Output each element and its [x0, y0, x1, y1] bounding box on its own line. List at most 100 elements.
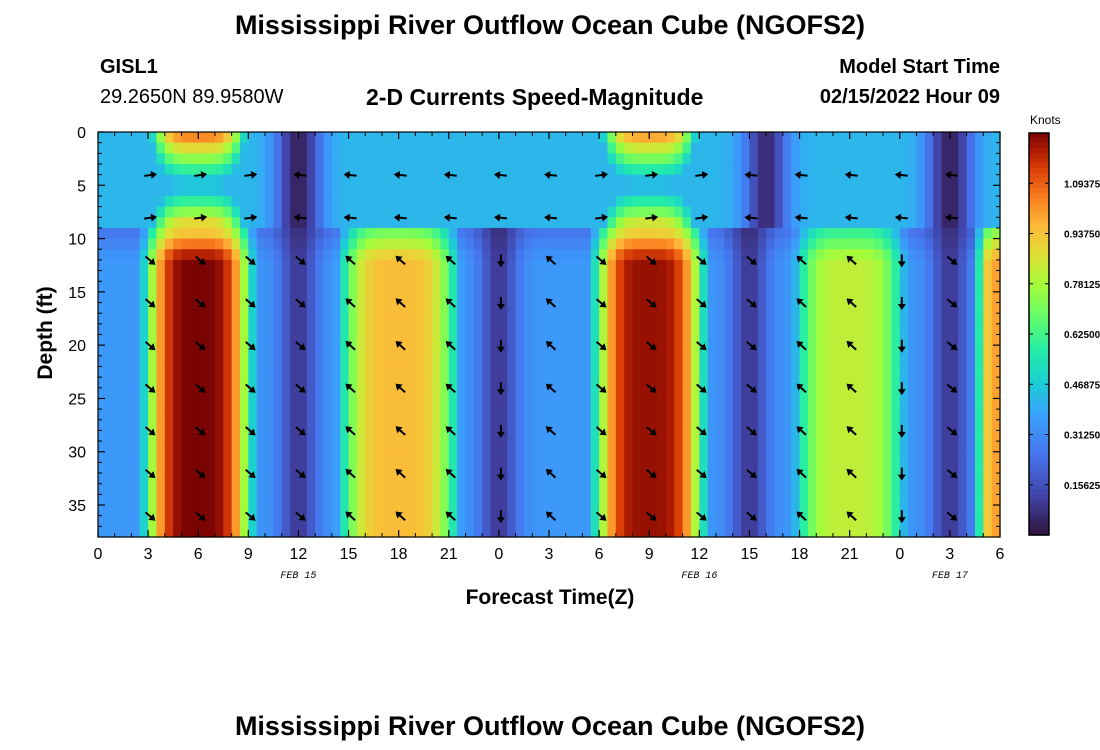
heatmap-cell [774, 281, 784, 293]
heatmap-cell [123, 185, 133, 197]
heatmap-cell [682, 206, 692, 218]
heatmap-cell [549, 355, 558, 368]
heatmap-cell [599, 227, 609, 240]
heatmap-cell [290, 185, 300, 197]
current-vector-arrow [144, 511, 156, 521]
heatmap-cell [991, 217, 1001, 229]
heatmap-cell [465, 515, 475, 527]
x-tick-label: 9 [244, 546, 253, 563]
heatmap-cell [281, 334, 291, 346]
heatmap-cell [665, 462, 675, 474]
heatmap-cell [582, 302, 592, 314]
heatmap-cell [540, 462, 550, 474]
heatmap-cell [231, 419, 241, 432]
heatmap-cell [298, 132, 308, 144]
heatmap-cell [131, 206, 141, 218]
heatmap-cell [448, 430, 458, 442]
colorbar-tick-label: 1.09375 [1064, 179, 1100, 190]
heatmap-cell [123, 334, 133, 346]
heatmap-cell [181, 227, 191, 240]
heatmap-cell [657, 153, 667, 165]
heatmap-cell [741, 473, 751, 485]
heatmap-cell [941, 526, 951, 538]
heatmap-cell [507, 153, 517, 165]
heatmap-cell [223, 302, 233, 314]
heatmap-cell [532, 217, 542, 229]
heatmap-cell [590, 366, 600, 378]
heatmap-cell [941, 195, 951, 208]
heatmap-cell [373, 238, 383, 250]
heatmap-cell [899, 313, 909, 325]
heatmap-cell [590, 419, 600, 432]
heatmap-cell [398, 302, 408, 314]
colorbar-cell [1029, 258, 1049, 265]
heatmap-cell [732, 238, 742, 250]
heatmap-cell [540, 206, 550, 218]
heatmap-cell [574, 505, 584, 517]
heatmap-cell [649, 526, 659, 538]
heatmap-cell [490, 302, 500, 314]
heatmap-cell [356, 132, 366, 144]
heatmap-cell [415, 430, 425, 442]
heatmap-cell [832, 270, 842, 282]
heatmap-cell [473, 270, 483, 282]
heatmap-cell [148, 515, 158, 527]
y-tick-label: 20 [68, 338, 86, 355]
heatmap-cell [473, 355, 483, 368]
heatmap-cell [448, 185, 458, 197]
heatmap-cell [290, 195, 300, 208]
heatmap-cell [139, 526, 149, 538]
heatmap-cell [198, 281, 208, 293]
heatmap-cell [281, 430, 291, 442]
heatmap-cell [941, 302, 951, 314]
heatmap-cell [824, 462, 834, 474]
heatmap-cell [273, 409, 283, 421]
heatmap-cell [331, 259, 341, 272]
heatmap-cell [231, 398, 241, 410]
heatmap-cell [131, 291, 141, 304]
colorbar-cell [1029, 379, 1049, 385]
heatmap-cell [707, 291, 717, 304]
heatmap-cell [615, 323, 625, 336]
heatmap-cell [290, 451, 300, 463]
heatmap-cell [457, 206, 467, 218]
heatmap-cell [148, 206, 158, 218]
heatmap-cell [515, 174, 525, 186]
heatmap-cell [799, 281, 809, 293]
heatmap-cell [298, 377, 308, 389]
heatmap-cell [590, 302, 600, 314]
heatmap-cell [649, 355, 659, 368]
heatmap-cell [607, 505, 617, 517]
heatmap-cell [874, 185, 884, 197]
heatmap-cell [874, 451, 884, 463]
heatmap-cell [323, 398, 333, 410]
heatmap-cell [757, 345, 767, 357]
heatmap-cell [214, 483, 224, 495]
heatmap-cell [381, 366, 391, 378]
current-vector-arrow [496, 467, 505, 481]
heatmap-cell [457, 153, 467, 165]
heatmap-cell [849, 355, 859, 368]
heatmap-cell [423, 313, 433, 325]
heatmap-cell [908, 483, 918, 495]
colorbar-cell [1029, 334, 1049, 340]
heatmap-cell [949, 195, 959, 208]
heatmap-cell [423, 515, 433, 527]
current-vector-arrow [595, 468, 607, 479]
heatmap-cell [156, 195, 166, 208]
heatmap-cell [465, 483, 475, 495]
heatmap-cell [908, 185, 918, 197]
heatmap-cell [231, 334, 241, 346]
heatmap-cell [106, 473, 116, 485]
colorbar-cell [1029, 243, 1049, 250]
heatmap-cell [665, 515, 675, 527]
heatmap-cell [482, 483, 492, 495]
heatmap-cell [991, 313, 1001, 325]
heatmap-cell [315, 185, 325, 197]
heatmap-cell [615, 153, 625, 165]
heatmap-cell [173, 302, 183, 314]
heatmap-cell [532, 163, 542, 176]
heatmap-cell [498, 206, 508, 218]
heatmap-cell [632, 259, 642, 272]
heatmap-cell [741, 227, 751, 240]
